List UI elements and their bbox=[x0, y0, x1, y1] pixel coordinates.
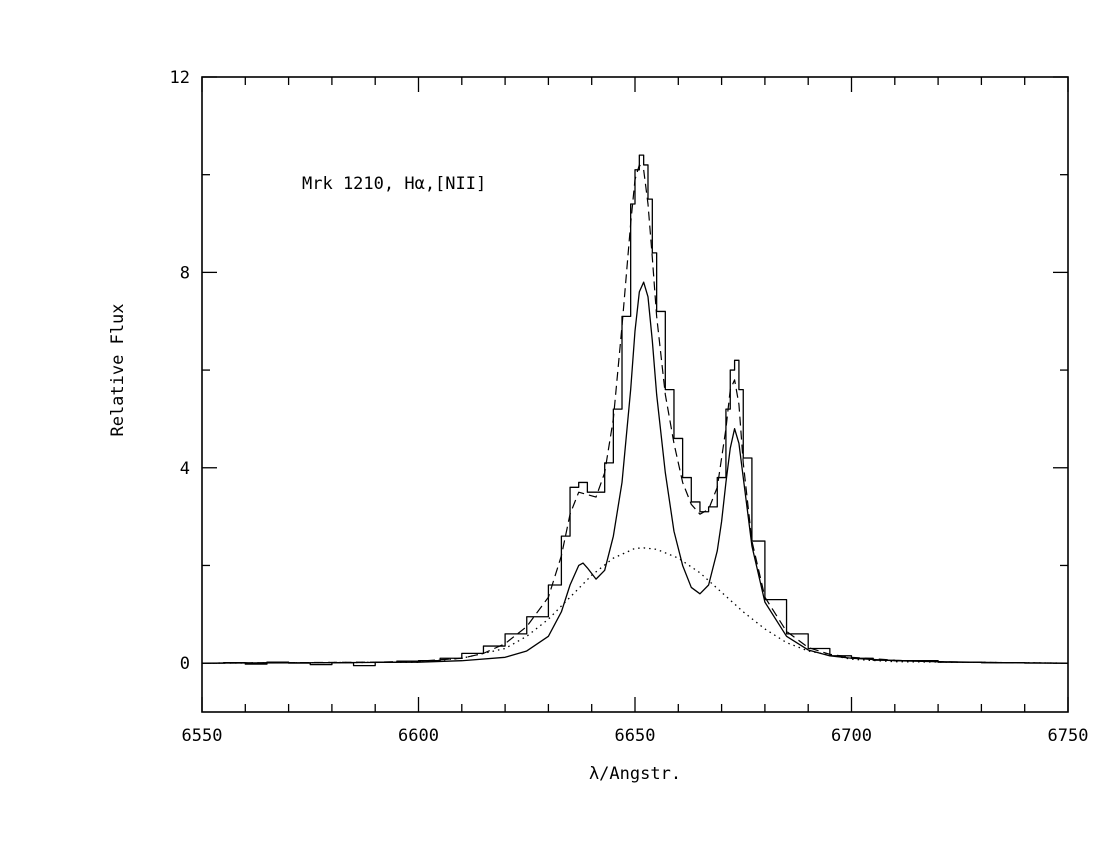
x-tick-label: 6600 bbox=[398, 726, 439, 746]
x-tick-label: 6700 bbox=[831, 726, 872, 746]
spectrum-series bbox=[201, 154, 1069, 667]
y-tick-labels: 0 4 8 12 bbox=[170, 68, 190, 674]
y-tick-label: 8 bbox=[180, 263, 190, 283]
series-dotted-line bbox=[201, 547, 1069, 664]
x-axis-label: λ/Angstr. bbox=[589, 764, 681, 784]
y-axis-label: Relative Flux bbox=[108, 303, 128, 436]
x-tick-label: 6750 bbox=[1048, 726, 1089, 746]
y-tick-label: 4 bbox=[180, 459, 190, 479]
series-solid-line bbox=[201, 281, 1069, 664]
series-histogram-line bbox=[202, 154, 1068, 667]
plot-annotation: Mrk 1210, Hα,[NII] bbox=[302, 174, 486, 194]
x-tick-label: 6550 bbox=[182, 726, 223, 746]
series-dashed-line bbox=[201, 164, 1069, 664]
x-tick-label: 6650 bbox=[615, 726, 656, 746]
x-tick-labels: 6550 6600 6650 6700 6750 bbox=[182, 726, 1089, 746]
y-tick-label: 0 bbox=[180, 654, 190, 674]
y-tick-label: 12 bbox=[170, 68, 190, 88]
